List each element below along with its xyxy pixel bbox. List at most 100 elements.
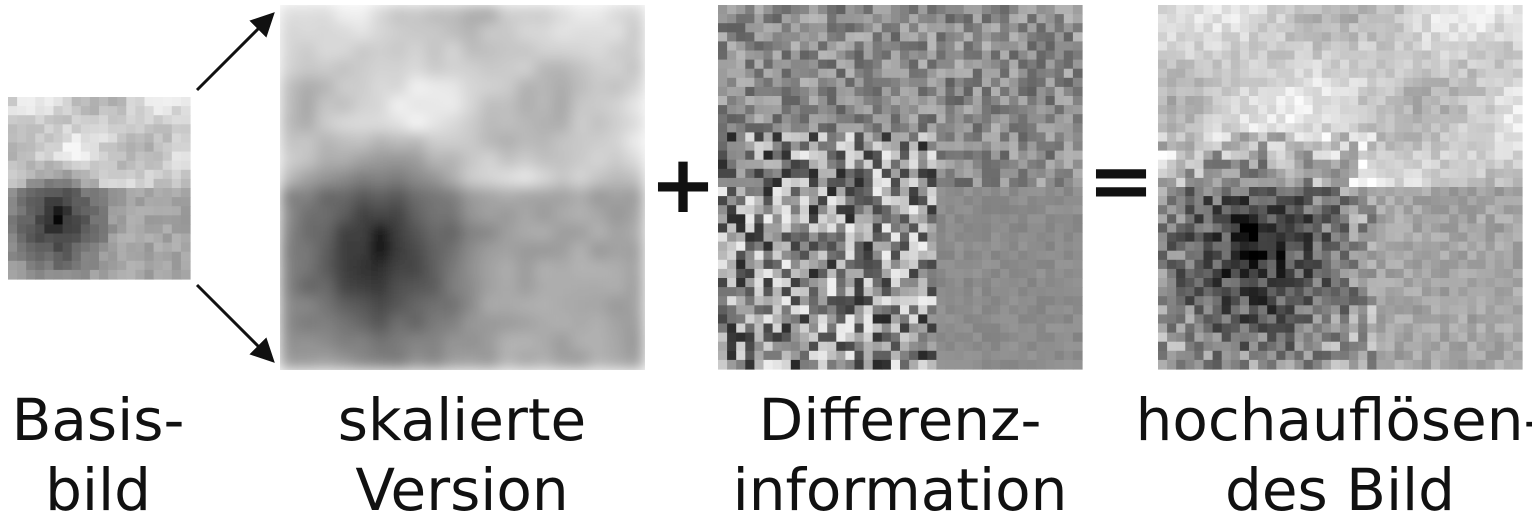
pixel — [389, 242, 408, 261]
pixel — [1231, 223, 1241, 233]
pixel — [1458, 160, 1468, 170]
pixel — [1285, 269, 1295, 279]
pixel — [1037, 233, 1047, 243]
pixel — [845, 278, 855, 288]
pixel — [316, 96, 335, 115]
pixel — [1413, 269, 1423, 279]
pixel — [909, 269, 919, 279]
pixel — [1258, 287, 1268, 297]
pixel — [1358, 242, 1368, 252]
pixel — [1231, 132, 1241, 142]
pixel — [298, 114, 317, 133]
pixel — [946, 223, 956, 233]
pixel — [1249, 333, 1259, 343]
pixel — [181, 243, 191, 253]
pixel — [1231, 333, 1241, 343]
pixel — [1009, 305, 1019, 315]
pixel — [1213, 242, 1223, 252]
pixel — [1331, 360, 1341, 370]
pixel — [1204, 51, 1214, 61]
pixel — [973, 78, 983, 88]
pixel — [1404, 314, 1414, 324]
pixel — [1267, 23, 1277, 33]
pixel — [1231, 324, 1241, 334]
pixel — [1413, 360, 1423, 370]
pixel — [1167, 60, 1177, 70]
pixel — [973, 287, 983, 297]
pixel — [936, 132, 946, 142]
pixel — [1285, 251, 1295, 261]
pixel — [1018, 287, 1028, 297]
pixel — [1158, 5, 1168, 15]
pixel — [1449, 23, 1459, 33]
pixel — [608, 78, 627, 97]
pixel — [1222, 178, 1232, 188]
pixel — [1267, 214, 1277, 224]
pixel — [1386, 142, 1396, 152]
pixel — [873, 96, 883, 106]
pixel — [1073, 324, 1083, 334]
pixel — [1258, 196, 1268, 206]
pixel — [298, 41, 317, 60]
pixel — [1185, 5, 1195, 15]
pixel — [1440, 96, 1450, 106]
pixel — [982, 196, 992, 206]
pixel — [1222, 287, 1232, 297]
pixel — [8, 234, 18, 244]
pixel — [1313, 14, 1323, 24]
pixel — [108, 179, 118, 189]
pixel — [1027, 223, 1037, 233]
pixel — [1349, 123, 1359, 133]
pixel — [1386, 269, 1396, 279]
pixel — [1386, 51, 1396, 61]
pixel — [626, 132, 645, 151]
pixel — [1267, 169, 1277, 179]
pixel — [791, 51, 801, 61]
pixel — [1386, 169, 1396, 179]
pixel — [1176, 305, 1186, 315]
pixel — [1240, 123, 1250, 133]
pixel — [1037, 69, 1047, 79]
pixel — [991, 305, 1001, 315]
pixel — [371, 5, 390, 24]
pixel — [991, 14, 1001, 24]
pixel — [1467, 260, 1477, 270]
pixel — [72, 124, 82, 134]
pixel — [99, 270, 109, 280]
pixel — [1495, 233, 1505, 243]
pixel — [1467, 324, 1477, 334]
pixel — [280, 333, 299, 352]
pixel — [1276, 351, 1286, 361]
pixel — [1285, 196, 1295, 206]
pixel — [1249, 23, 1259, 33]
pixel — [163, 215, 173, 225]
pixel — [836, 96, 846, 106]
pixel — [1340, 342, 1350, 352]
pixel — [900, 324, 910, 334]
pixel — [1440, 87, 1450, 97]
pixel — [891, 160, 901, 170]
pixel — [1440, 342, 1450, 352]
pixel — [81, 133, 91, 143]
pixel — [1367, 269, 1377, 279]
pixel — [718, 242, 728, 252]
pixel — [1285, 260, 1295, 270]
pixel — [736, 251, 746, 261]
pixel — [1018, 278, 1028, 288]
pixel — [1240, 333, 1250, 343]
pixel — [1027, 242, 1037, 252]
pixel — [973, 69, 983, 79]
pixel — [873, 269, 883, 279]
pixel — [918, 360, 928, 370]
pixel — [1304, 178, 1314, 188]
pixel — [736, 278, 746, 288]
pixel — [809, 78, 819, 88]
pixel — [1000, 360, 1010, 370]
pixel — [918, 142, 928, 152]
pixel — [1322, 233, 1332, 243]
pixel — [1449, 205, 1459, 215]
pixel — [1422, 5, 1432, 15]
pixel — [855, 342, 865, 352]
pixel — [827, 160, 837, 170]
pixel — [1358, 296, 1368, 306]
